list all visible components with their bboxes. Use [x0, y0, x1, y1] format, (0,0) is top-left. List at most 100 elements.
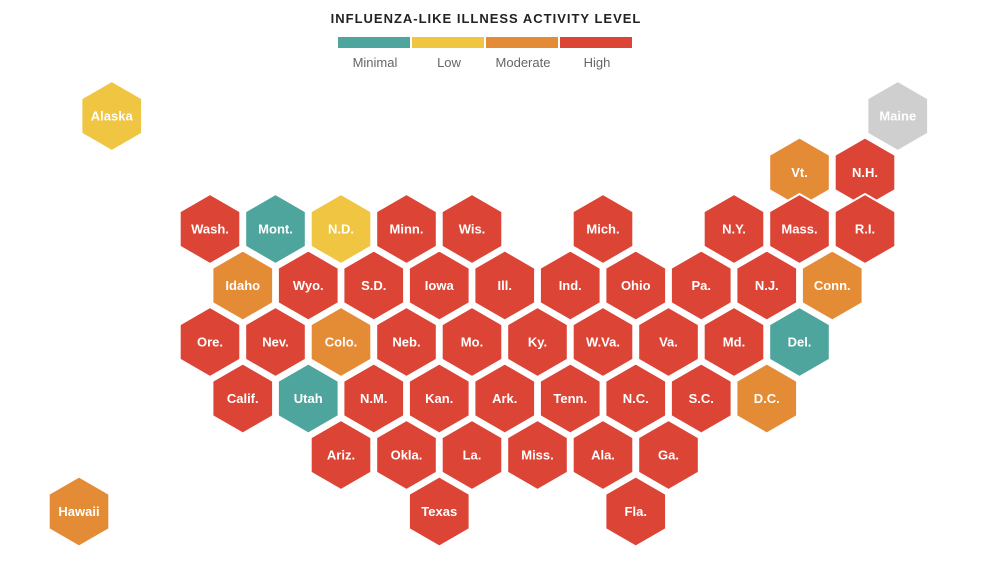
state-hex-okla — [375, 418, 438, 492]
state-tile-s-d: S.D. — [342, 249, 406, 322]
state-tile-n-m: N.M. — [342, 362, 406, 435]
state-tile-w-va: W.Va. — [571, 305, 635, 379]
state-tile-ga: Ga. — [637, 418, 700, 492]
state-hex-ind — [538, 249, 602, 322]
state-tile-mont: Mont. — [244, 192, 307, 266]
state-tile-neb: Neb. — [375, 305, 438, 379]
state-tile-wis: Wis. — [440, 192, 504, 266]
legend-label-high: High — [583, 55, 611, 70]
state-label-colo: Colo. — [325, 335, 358, 350]
state-tile-ore: Ore. — [178, 305, 242, 379]
state-tile-d-c: D.C. — [735, 362, 799, 435]
state-label-n-m: N.M. — [360, 391, 387, 406]
state-tile-texas: Texas — [407, 475, 471, 548]
legend-swatch-moderate — [486, 37, 558, 48]
state-hex-mont — [244, 192, 307, 266]
state-hex-hawaii — [47, 475, 111, 548]
state-hex-colo — [309, 305, 373, 379]
state-tile-n-c: N.C. — [604, 362, 668, 435]
state-label-va: Va. — [659, 335, 678, 350]
state-tile-ohio: Ohio — [604, 249, 668, 322]
state-hex-nev — [244, 305, 307, 379]
state-hex-utah — [276, 362, 340, 435]
state-label-md: Md. — [723, 335, 745, 350]
state-hex-iowa — [407, 249, 471, 322]
state-hex-neb — [375, 305, 438, 379]
state-hex-minn — [375, 192, 438, 266]
legend-title: INFLUENZA-LIKE ILLNESS ACTIVITY LEVEL — [330, 11, 642, 26]
state-label-s-d: S.D. — [361, 278, 386, 293]
state-hex-n-m — [342, 362, 406, 435]
state-label-pa: Pa. — [691, 278, 711, 293]
state-tile-md: Md. — [702, 305, 766, 379]
legend-swatch-low — [412, 37, 484, 48]
state-tile-ky: Ky. — [506, 305, 569, 379]
state-label-wyo: Wyo. — [293, 278, 324, 293]
state-label-utah: Utah — [294, 391, 323, 406]
state-tile-va: Va. — [637, 305, 700, 379]
state-label-minn: Minn. — [390, 222, 424, 237]
state-label-ky: Ky. — [528, 335, 547, 350]
state-hex-wis — [440, 192, 504, 266]
state-hex-conn — [800, 249, 864, 322]
state-tile-calif: Calif. — [211, 362, 275, 435]
state-tile-mass: Mass. — [768, 192, 831, 266]
state-label-okla: Okla. — [391, 448, 423, 463]
legend-label-minimal: Minimal — [352, 55, 398, 70]
state-hex-ariz — [309, 418, 373, 492]
legend-label-low: Low — [437, 55, 461, 70]
state-label-ga: Ga. — [658, 448, 679, 463]
state-label-d-c: D.C. — [754, 391, 780, 406]
state-label-mich: Mich. — [586, 222, 619, 237]
state-label-del: Del. — [788, 335, 812, 350]
state-tile-wyo: Wyo. — [276, 249, 340, 322]
state-tile-mich: Mich. — [571, 192, 635, 266]
state-hex-maine — [866, 79, 930, 153]
state-label-wis: Wis. — [459, 222, 486, 237]
state-hex-calif — [211, 362, 275, 435]
state-hex-texas — [407, 475, 471, 548]
state-hex-la — [440, 418, 504, 492]
state-hex-ky — [506, 305, 569, 379]
state-tile-ind: Ind. — [538, 249, 602, 322]
state-tile-mo: Mo. — [440, 305, 504, 379]
state-label-r-i: R.I. — [855, 222, 875, 237]
state-hex-miss — [506, 418, 569, 492]
legend-item-high: High — [560, 37, 634, 70]
state-hex-ore — [178, 305, 242, 379]
state-tile-r-i: R.I. — [833, 192, 897, 266]
state-label-mo: Mo. — [461, 335, 483, 350]
state-label-mass: Mass. — [781, 222, 817, 237]
state-hex-mich — [571, 192, 635, 266]
state-tile-conn: Conn. — [800, 249, 864, 322]
legend: Minimal Low Moderate High — [338, 37, 635, 77]
state-tile-vt: Vt. — [768, 136, 831, 209]
state-hex-idaho — [211, 249, 275, 322]
state-label-maine: Maine — [879, 109, 916, 124]
legend-item-low: Low — [412, 37, 486, 70]
state-tile-maine: Maine — [866, 79, 930, 153]
state-tile-nev: Nev. — [244, 305, 307, 379]
state-tile-pa: Pa. — [669, 249, 733, 322]
state-hex-wyo — [276, 249, 340, 322]
state-tile-ala: Ala. — [571, 418, 635, 492]
state-label-ore: Ore. — [197, 335, 223, 350]
state-label-w-va: W.Va. — [586, 335, 620, 350]
state-tile-ariz: Ariz. — [309, 418, 373, 492]
state-hex-s-d — [342, 249, 406, 322]
state-label-conn: Conn. — [814, 278, 851, 293]
state-hex-d-c — [735, 362, 799, 435]
state-tile-tenn: Tenn. — [538, 362, 602, 435]
state-tile-kan: Kan. — [407, 362, 471, 435]
state-tile-n-d: N.D. — [309, 192, 373, 266]
state-tile-utah: Utah — [276, 362, 340, 435]
state-tile-n-y: N.Y. — [702, 192, 766, 266]
state-hex-va — [637, 305, 700, 379]
state-tile-miss: Miss. — [506, 418, 569, 492]
state-tile-del: Del. — [768, 305, 831, 379]
state-label-ark: Ark. — [492, 391, 517, 406]
state-tile-ill: Ill. — [473, 249, 537, 322]
state-label-kan: Kan. — [425, 391, 453, 406]
state-label-nev: Nev. — [262, 335, 289, 350]
